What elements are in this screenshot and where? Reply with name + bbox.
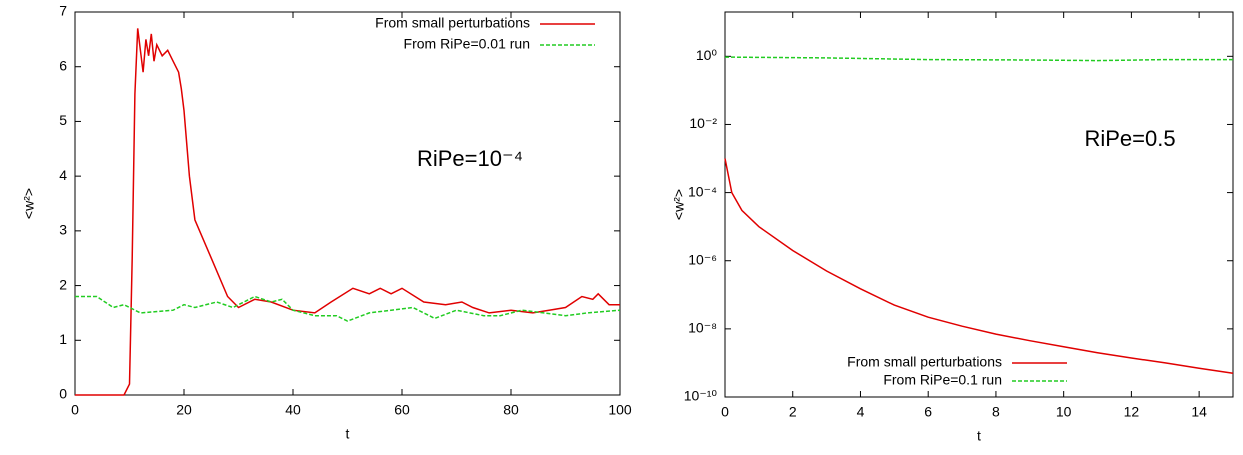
x-tick-label: 2 <box>789 404 797 420</box>
x-tick-label: 80 <box>503 402 519 418</box>
line-series <box>75 28 620 396</box>
x-tick-label: 40 <box>285 402 301 418</box>
y-tick-label: 10⁻¹⁰ <box>684 388 718 404</box>
x-tick-label: 20 <box>176 402 192 418</box>
x-tick-label: 6 <box>924 404 932 420</box>
legend-label: From RiPe=0.01 run <box>404 36 530 52</box>
legend-label: From small perturbations <box>375 15 530 31</box>
y-tick-label: 10⁰ <box>696 47 718 63</box>
line-series <box>75 295 621 322</box>
plot-frame <box>74 11 621 396</box>
y-tick-label: 1 <box>59 331 67 347</box>
legend-label: From small perturbations <box>847 354 1002 370</box>
y-tick-label: 5 <box>59 112 67 128</box>
y-tick-label: 7 <box>59 3 67 19</box>
x-tick-label: 0 <box>71 402 79 418</box>
x-tick-label: 0 <box>721 404 729 420</box>
legend-label: From RiPe=0.1 run <box>883 372 1002 388</box>
y-axis-label: <w²> <box>671 189 687 220</box>
line-series <box>724 56 1233 62</box>
y-tick-label: 4 <box>59 167 67 183</box>
x-axis-label: t <box>346 426 350 442</box>
x-axis-label: t <box>977 428 981 444</box>
y-tick-label: 10⁻² <box>689 115 717 131</box>
y-tick-label: 10⁻⁸ <box>688 320 717 336</box>
y-tick-label: 10⁻⁶ <box>688 251 717 267</box>
y-tick-label: 10⁻⁴ <box>688 183 717 199</box>
x-tick-label: 10 <box>1056 404 1072 420</box>
x-tick-label: 12 <box>1124 404 1140 420</box>
x-tick-label: 60 <box>394 402 410 418</box>
x-tick-label: 4 <box>857 404 865 420</box>
plot-frame <box>724 11 1234 398</box>
x-tick-label: 14 <box>1191 404 1207 420</box>
y-tick-label: 3 <box>59 222 67 238</box>
x-tick-label: 100 <box>608 402 632 418</box>
y-tick-label: 6 <box>59 57 67 73</box>
x-tick-label: 8 <box>992 404 1000 420</box>
line-series <box>724 158 1234 374</box>
annotation: RiPe=0.5 <box>1084 126 1175 151</box>
annotation: RiPe=10⁻⁴ <box>417 146 523 171</box>
y-tick-label: 2 <box>59 276 67 292</box>
y-axis-label: <w²> <box>21 188 37 219</box>
y-tick-label: 0 <box>59 386 67 402</box>
